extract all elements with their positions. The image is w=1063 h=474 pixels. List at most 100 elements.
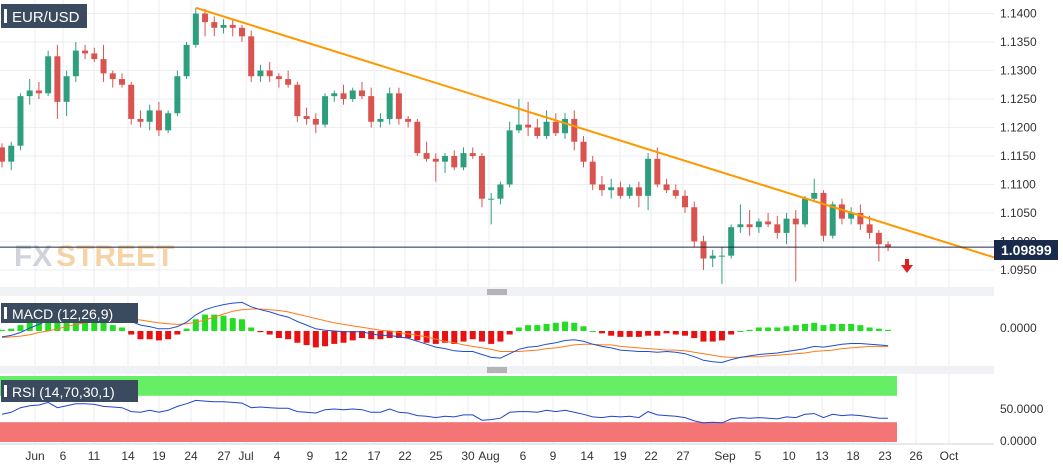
date-tick-label: 22 (398, 449, 412, 463)
macd-histogram-bar (312, 331, 319, 348)
price-tick-label: 1.1350 (1000, 35, 1037, 49)
candle (589, 155, 596, 191)
price-tick-label: 1.1300 (1000, 64, 1037, 78)
macd-histogram-bar (672, 331, 679, 335)
macd-histogram-bar (386, 331, 393, 339)
candle (229, 19, 236, 37)
candle (266, 61, 273, 82)
macd-histogram-bar (82, 318, 89, 331)
macd-histogram-bar (248, 327, 255, 331)
macd-histogram-bar (0, 329, 5, 331)
price-axis[interactable] (994, 0, 1063, 469)
macd-histogram-bar (608, 331, 615, 336)
candle (626, 184, 633, 199)
macd-histogram-bar (17, 325, 24, 331)
candle (257, 64, 264, 82)
macd-histogram-bar (211, 314, 218, 331)
macd-histogram-bar (783, 326, 790, 331)
macd-histogram-bar (275, 331, 282, 339)
candle (82, 44, 89, 60)
macd-histogram-bar (54, 315, 61, 331)
candle (155, 101, 162, 137)
macd-histogram-bar (589, 331, 596, 332)
macd-histogram-bar (358, 331, 365, 339)
candle (17, 93, 24, 151)
price-tick-label: 1.1400 (1000, 7, 1037, 21)
candle (765, 212, 772, 228)
candle (174, 70, 181, 117)
rsi-line (1, 399, 889, 424)
macd-histogram-bar (709, 331, 716, 342)
macd-histogram-bar (8, 328, 15, 331)
macd-histogram-bar (155, 331, 162, 341)
candle (866, 215, 873, 239)
candle (275, 73, 282, 88)
down-arrow-icon (901, 259, 913, 273)
price-panel[interactable] (0, 0, 994, 287)
macd-histogram-bar (718, 331, 725, 341)
macd-histogram-bar (165, 331, 172, 340)
macd-histogram-bar (238, 319, 245, 331)
candle (682, 190, 689, 213)
candle (562, 113, 569, 139)
candle (45, 50, 52, 97)
candle (91, 47, 98, 62)
candle (820, 190, 827, 242)
macd-histogram-bar (174, 331, 181, 335)
trendline (195, 6, 1002, 261)
macd-histogram-bar (774, 327, 781, 331)
candle (294, 81, 301, 122)
panel-separator-rsi[interactable] (0, 366, 994, 374)
macd-histogram-bar (478, 331, 485, 342)
candle (405, 116, 412, 128)
date-axis: Jun 6 11 14 19 24 27 Jul 4 9 12 17 22 25 30 Aug 6 9 14 19 22… (25, 449, 959, 463)
macd-histogram-bar (866, 327, 873, 331)
candle (580, 136, 587, 168)
candle (63, 70, 70, 117)
candle (802, 195, 809, 228)
macd-histogram-bar (682, 331, 689, 336)
panel-separator-macd[interactable] (0, 287, 994, 296)
macd-histogram-bar (691, 331, 698, 339)
candle (515, 99, 522, 134)
macd-histogram-bar (765, 327, 772, 331)
price-tick-label: 1.1100 (1000, 177, 1036, 191)
macd-histogram-bar (285, 331, 292, 340)
macd-histogram-bar (875, 328, 882, 331)
date-tick-label: 18 (846, 449, 860, 463)
macd-histogram-bar (635, 331, 642, 337)
candle (285, 70, 292, 88)
date-tick-label: 25 (429, 449, 443, 463)
candle (672, 184, 679, 199)
macd-histogram (0, 313, 892, 348)
candle (349, 87, 356, 102)
date-tick-label: 9 (550, 449, 557, 463)
macd-histogram-bar (534, 325, 541, 331)
date-tick-label: 13 (815, 449, 829, 463)
candle (811, 178, 818, 202)
candle (857, 204, 864, 231)
candle (377, 113, 384, 128)
candle (783, 212, 790, 245)
candle (737, 204, 744, 233)
candle (312, 113, 319, 134)
candle (506, 121, 513, 188)
macd-histogram-bar (580, 326, 587, 331)
macd-line (1, 301, 889, 364)
date-tick-label: 30 (461, 449, 475, 463)
macd-histogram-bar (303, 331, 310, 346)
macd-label-text: MACD (12,26,9) (12, 306, 113, 322)
candle (248, 30, 255, 82)
macd-histogram-bar (202, 314, 209, 331)
candle (755, 218, 762, 233)
candle (395, 87, 402, 125)
candle (220, 19, 227, 34)
candle (8, 141, 15, 171)
macd-histogram-bar (654, 331, 661, 336)
macd-histogram-bar (26, 320, 33, 331)
candle (54, 44, 61, 119)
macd-label: MACD (12,26,9) (1, 303, 138, 323)
macd-histogram-bar (442, 331, 449, 343)
